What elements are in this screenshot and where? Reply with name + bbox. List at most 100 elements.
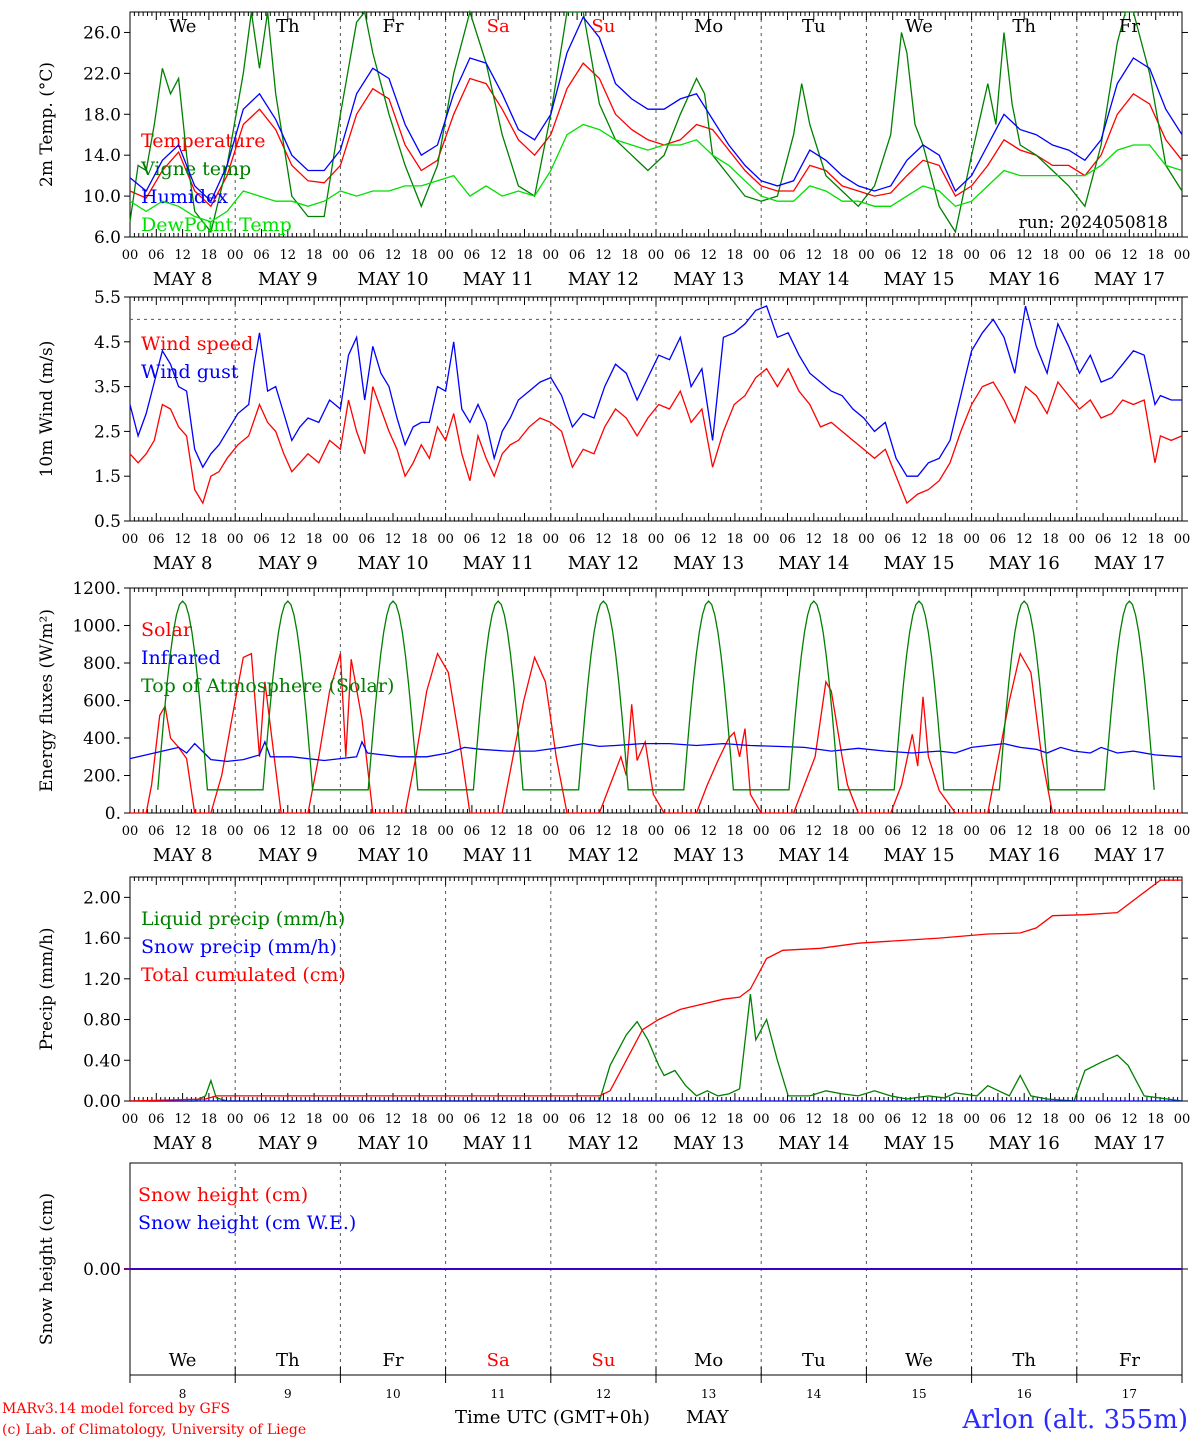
hour-label: 06 — [569, 248, 586, 263]
hour-label: 12 — [595, 1112, 612, 1127]
series-line — [129, 879, 1182, 1102]
hour-label: 18 — [621, 824, 638, 839]
hour-label: 00 — [437, 248, 454, 263]
hour-label: 12 — [595, 824, 612, 839]
hour-label: 18 — [727, 824, 744, 839]
hour-label: 12 — [595, 248, 612, 263]
date-label: MAY 15 — [883, 1133, 954, 1154]
date-label: MAY 17 — [1094, 1133, 1165, 1154]
hour-label: 18 — [306, 248, 323, 263]
hour-label: 06 — [148, 1112, 165, 1127]
y-tick-label: 14.0 — [83, 146, 121, 166]
weekday-label: Mo — [694, 1350, 723, 1371]
date-label: MAY 8 — [153, 1133, 213, 1154]
hour-label: 00 — [753, 248, 770, 263]
hour-label: 06 — [148, 532, 165, 547]
hour-label: 06 — [674, 824, 691, 839]
hour-label: 00 — [437, 824, 454, 839]
hour-label: 18 — [411, 248, 428, 263]
hour-label: 00 — [332, 248, 349, 263]
y-tick-label: 4.5 — [94, 333, 121, 353]
hour-label: 18 — [1147, 1112, 1164, 1127]
hour-label: 00 — [858, 824, 875, 839]
date-label: MAY 16 — [989, 553, 1060, 574]
hour-label: 00 — [122, 532, 139, 547]
hour-label: 18 — [201, 248, 218, 263]
series-line — [129, 739, 1183, 763]
hour-label: 00 — [122, 824, 139, 839]
y-axis-label: Precip (mm/h) — [37, 927, 57, 1050]
day-number: 17 — [1122, 1387, 1137, 1401]
weekday-label: Th — [276, 16, 300, 37]
date-label: MAY 8 — [153, 269, 213, 290]
hour-label: 00 — [1069, 248, 1086, 263]
date-label: MAY 12 — [568, 1133, 639, 1154]
day-number: 10 — [385, 1387, 400, 1401]
hour-label: 12 — [700, 1112, 717, 1127]
panel-4: 0.00 0.40 0.80 1.20 1.60 2.00 Precip (mm/h) Liq… — [37, 876, 1191, 1154]
legend-entry: Humidex — [141, 186, 228, 208]
legend-entry: Total cumulated (cm) — [141, 964, 346, 986]
hour-label: 00 — [437, 532, 454, 547]
hour-label: 12 — [911, 1112, 928, 1127]
y-tick-label: 2.5 — [94, 422, 121, 442]
date-label: MAY 16 — [989, 845, 1060, 866]
legend-entry: Liquid precip (mm/h) — [141, 908, 345, 930]
date-label: MAY 12 — [568, 553, 639, 574]
day-number: 15 — [911, 1387, 926, 1401]
hour-label: 18 — [832, 248, 849, 263]
hour-label: 00 — [543, 824, 560, 839]
day-number: 9 — [284, 1387, 292, 1401]
date-label: MAY 11 — [463, 845, 534, 866]
date-label: MAY 17 — [1094, 845, 1165, 866]
series-line — [129, 9, 1183, 234]
model-credit: MARv3.14 model forced by GFS — [2, 1401, 230, 1417]
weekday-label: Sa — [487, 16, 510, 37]
hour-label: 00 — [1069, 1112, 1086, 1127]
hour-label: 12 — [490, 248, 507, 263]
date-label: MAY 13 — [673, 1133, 744, 1154]
hour-label: 18 — [727, 532, 744, 547]
hour-label: 00 — [332, 824, 349, 839]
hour-label: 06 — [358, 532, 375, 547]
hour-label: 00 — [1174, 1112, 1191, 1127]
hour-label: 18 — [832, 1112, 849, 1127]
hour-label: 18 — [516, 824, 533, 839]
hour-label: 18 — [937, 1112, 954, 1127]
hour-label: 00 — [227, 532, 244, 547]
date-label: MAY 9 — [258, 269, 318, 290]
day-number: 16 — [1017, 1387, 1032, 1401]
series-line — [129, 62, 1183, 208]
hour-label: 06 — [990, 824, 1007, 839]
day-number: 12 — [596, 1387, 611, 1401]
date-label: MAY 17 — [1094, 553, 1165, 574]
legend-entry: Infrared — [141, 647, 221, 669]
hour-label: 00 — [1069, 532, 1086, 547]
hour-label: 18 — [411, 532, 428, 547]
hour-label: 12 — [806, 532, 823, 547]
hour-label: 12 — [806, 824, 823, 839]
hour-label: 12 — [911, 824, 928, 839]
hour-label: 18 — [1147, 248, 1164, 263]
hour-label: 06 — [990, 248, 1007, 263]
date-label: MAY 15 — [883, 269, 954, 290]
hour-label: 12 — [1016, 532, 1033, 547]
date-label: MAY 12 — [568, 269, 639, 290]
date-label: MAY 9 — [258, 845, 318, 866]
hour-label: 12 — [1121, 1112, 1138, 1127]
hour-label: 18 — [727, 248, 744, 263]
hour-label: 00 — [753, 824, 770, 839]
hour-label: 12 — [280, 824, 297, 839]
hour-label: 06 — [779, 532, 796, 547]
hour-label: 06 — [148, 248, 165, 263]
hour-label: 12 — [280, 532, 297, 547]
y-axis-label: 10m Wind (m/s) — [37, 341, 57, 478]
hour-label: 12 — [1121, 824, 1138, 839]
weekday-label: Tu — [802, 16, 826, 37]
hour-label: 06 — [674, 532, 691, 547]
hour-label: 18 — [937, 532, 954, 547]
hour-label: 12 — [911, 532, 928, 547]
series-line — [130, 994, 1183, 1102]
hour-label: 12 — [1016, 248, 1033, 263]
hour-label: 06 — [884, 824, 901, 839]
